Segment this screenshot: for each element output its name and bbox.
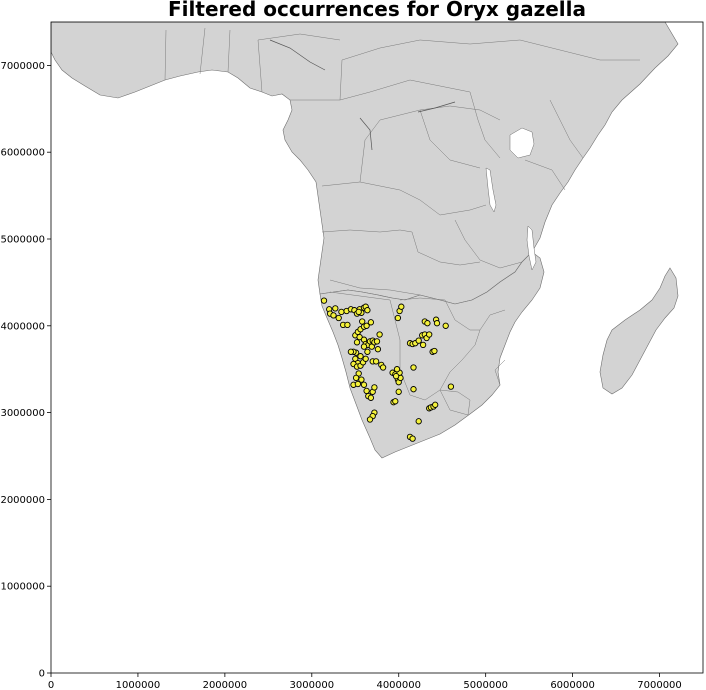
y-axis: 0 1000000 2000000 3000000 4000000 5000000 6000…: [0, 61, 51, 680]
x-tick-label: 1000000: [116, 680, 161, 690]
occurrence-point: [371, 384, 378, 391]
occurrence-point: [364, 307, 371, 314]
occurrence-point: [359, 318, 366, 325]
occurrence-point: [426, 331, 433, 338]
y-tick-label: 1000000: [0, 582, 45, 593]
occurrence-point: [363, 387, 370, 395]
country-borders: [164, 27, 640, 416]
occurrence-point: [360, 381, 368, 388]
lake-tanganyika: [485, 167, 497, 213]
x-tick-label: 7000000: [637, 680, 682, 690]
occurrence-point: [357, 353, 364, 360]
y-tick-label: 0: [39, 669, 45, 680]
occurrence-point: [424, 320, 431, 327]
x-tick-label: 5000000: [463, 680, 508, 690]
occurrence-point: [431, 347, 438, 355]
occurrence-point: [353, 339, 361, 346]
occurrence-point: [320, 297, 328, 304]
occurrence-point: [347, 348, 355, 355]
occurrence-point: [374, 346, 382, 353]
lake-victoria: [509, 127, 535, 159]
rivers: [269, 39, 456, 151]
occurrence-point: [376, 331, 383, 338]
y-tick-label: 3000000: [0, 408, 45, 419]
occurrence-point: [330, 312, 337, 319]
occurrence-point: [442, 322, 449, 329]
y-tick-label: 7000000: [0, 61, 45, 72]
occurrence-point: [379, 364, 387, 371]
land-north-africa: [51, 22, 679, 305]
occurrence-point: [409, 435, 416, 442]
occurrence-point: [354, 380, 362, 388]
occurrence-point: [392, 372, 400, 380]
occurrence-point: [415, 337, 422, 344]
occurrence-point: [394, 314, 402, 322]
occurrence-point: [367, 394, 375, 401]
occurrence-point: [363, 322, 370, 329]
y-tick-label: 5000000: [0, 235, 45, 246]
basemap: [51, 22, 679, 459]
occurrence-point: [395, 388, 402, 395]
occurrence-point: [419, 341, 427, 349]
occurrence-point: [398, 303, 405, 310]
occurrence-point: [447, 383, 455, 390]
y-tick-label: 4000000: [0, 321, 45, 332]
occurrence-point: [358, 376, 365, 383]
occurrence-point: [364, 348, 371, 355]
occurrence-point: [393, 366, 401, 373]
plot-frame: [50, 21, 704, 674]
chart-title: Filtered occurrences for Oryx gazella: [168, 0, 586, 21]
occurrence-point: [332, 305, 339, 312]
occurrence-point: [338, 308, 345, 316]
occurrence-point: [355, 308, 362, 316]
occurrence-point: [410, 364, 417, 371]
x-tick-label: 6000000: [550, 680, 595, 690]
plot-area: 0 1000000 2000000 3000000 4000000 5000000 6000…: [0, 21, 704, 690]
y-tick-label: 2000000: [0, 495, 45, 506]
occurrence-point: [352, 374, 360, 382]
occurrence-point: [410, 386, 417, 393]
occurrence-point: [344, 321, 351, 329]
occurrence-point: [335, 314, 342, 322]
occurrence-point: [433, 320, 441, 327]
lake-malawi: [526, 225, 537, 271]
occurrence-points: [320, 297, 455, 442]
land-madagascar: [599, 267, 679, 395]
occurrence-point: [372, 358, 380, 365]
occurrence-point: [392, 398, 399, 405]
x-tick-label: 4000000: [376, 680, 421, 690]
occurrence-point: [373, 338, 381, 345]
x-tick-label: 3000000: [290, 680, 335, 690]
occurrence-point: [366, 416, 374, 423]
occurrence-point: [360, 343, 368, 350]
occurrence-point: [362, 355, 369, 362]
y-tick-label: 6000000: [0, 148, 45, 159]
x-tick-label: 0: [48, 680, 54, 690]
occurrence-point: [415, 418, 422, 425]
x-axis: 0 1000000 2000000 3000000 4000000 5000000 6000…: [48, 673, 682, 690]
occurrence-point: [432, 401, 439, 408]
x-tick-label: 2000000: [203, 680, 248, 690]
occurrence-point: [367, 319, 375, 326]
